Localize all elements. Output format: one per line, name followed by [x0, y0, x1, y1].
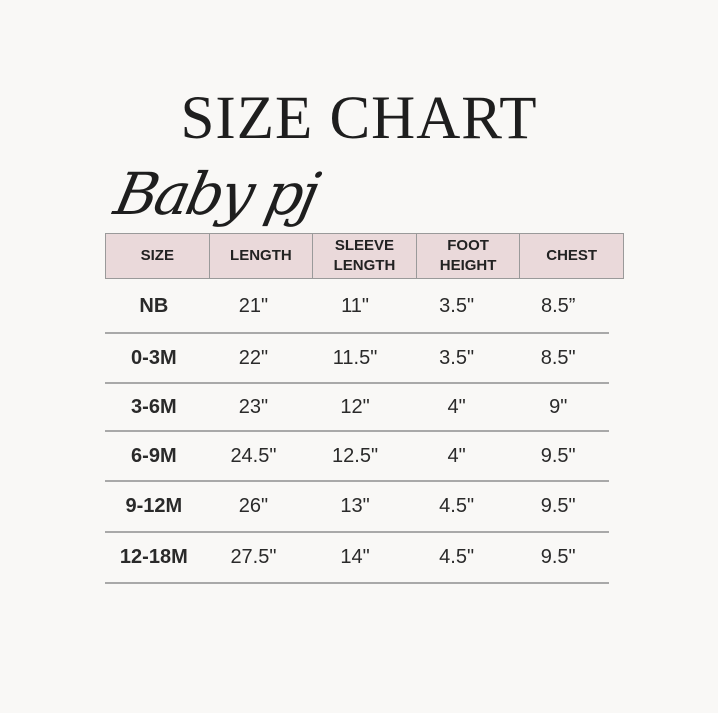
table-row: NB 21" 11" 3.5" 8.5” — [105, 280, 609, 334]
header-sleeve-length: SLEEVE LENGTH — [312, 234, 416, 278]
table-row: 6-9M 24.5" 12.5" 4" 9.5" — [105, 432, 609, 482]
cell-foot-height: 4.5" — [439, 495, 475, 517]
cell-chest: 8.5" — [540, 346, 576, 369]
header-length: LENGTH — [208, 234, 313, 278]
cell-chest: 9.5" — [540, 495, 576, 517]
cell-size: 0-3M — [131, 346, 177, 369]
header-size: SIZE — [140, 247, 174, 264]
cell-sleeve-length: 11.5" — [332, 346, 378, 369]
cell-foot-height: 4" — [447, 444, 466, 467]
cell-chest: 9.5" — [540, 546, 576, 568]
cell-foot-height: 3.5" — [439, 346, 475, 369]
cell-length: 22" — [238, 346, 269, 369]
table-row: 3-6M 23" 12" 4" 9" — [105, 384, 609, 432]
cell-sleeve-length: 11" — [341, 294, 369, 317]
cell-foot-height: 4.5" — [439, 546, 475, 568]
cell-length: 23" — [238, 395, 269, 418]
product-subtitle: Baby pj — [108, 160, 323, 228]
cell-chest: 9" — [549, 395, 568, 418]
page-title: SIZE CHART — [180, 85, 538, 152]
cell-foot-height: 4" — [447, 395, 466, 418]
cell-size: NB — [139, 294, 169, 317]
cell-length: 27.5" — [230, 546, 277, 568]
cell-length: 26" — [238, 495, 269, 517]
table-row: 0-3M 22" 11.5" 3.5" 8.5" — [105, 334, 609, 384]
cell-length: 21" — [238, 294, 269, 317]
table-row: 9-12M 26" 13" 4.5" 9.5" — [105, 482, 609, 533]
header-chest: CHEST — [519, 234, 623, 278]
table-header: SIZE LENGTH SLEEVE LENGTH FOOT HEIGHT CH… — [105, 233, 624, 279]
cell-chest: 9.5" — [540, 444, 576, 467]
cell-size: 3-6M — [131, 395, 177, 418]
table-row: 12-18M 27.5" 14" 4.5" 9.5" — [105, 533, 609, 584]
header-foot-height: FOOT HEIGHT — [415, 234, 520, 278]
cell-size: 9-12M — [125, 495, 183, 517]
cell-sleeve-length: 14" — [340, 546, 370, 568]
cell-size: 12-18M — [119, 546, 188, 568]
cell-foot-height: 3.5" — [439, 294, 475, 317]
cell-sleeve-length: 13" — [340, 495, 370, 517]
cell-size: 6-9M — [131, 444, 177, 467]
cell-sleeve-length: 12" — [340, 395, 370, 418]
cell-sleeve-length: 12.5" — [332, 444, 379, 467]
cell-length: 24.5" — [230, 444, 277, 467]
cell-chest: 8.5” — [540, 294, 576, 317]
